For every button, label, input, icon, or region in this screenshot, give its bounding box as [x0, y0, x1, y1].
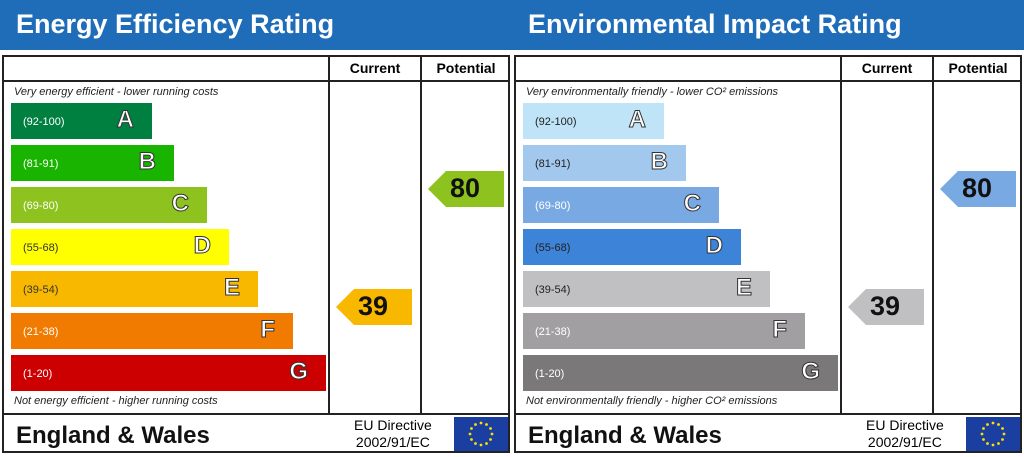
- band-d: (55-68) D: [523, 229, 741, 265]
- band-letter: A: [116, 106, 134, 134]
- band-letter: B: [138, 148, 156, 176]
- band-letter: D: [193, 232, 211, 260]
- rating-table: Current Potential Very environmentally f…: [514, 55, 1022, 453]
- divider: [4, 80, 508, 82]
- panel-title: Environmental Impact Rating: [512, 0, 1024, 50]
- potential-rating-arrow: 80: [428, 171, 504, 207]
- eu-directive: EU Directive 2002/91/EC: [354, 417, 432, 451]
- current-rating-arrow: 39: [336, 289, 412, 325]
- band-letter: F: [772, 316, 788, 344]
- top-note: Very environmentally friendly - lower CO…: [526, 86, 779, 98]
- band-range: (69-80): [535, 200, 571, 212]
- band-range: (55-68): [23, 242, 59, 254]
- band-letter: C: [683, 190, 701, 218]
- band-e: (39-54) E: [523, 271, 770, 307]
- band-range: (1-20): [23, 368, 53, 380]
- eu-flag-icon: [454, 417, 508, 451]
- divider: [840, 57, 842, 413]
- directive-number: 2002/91/EC: [867, 434, 942, 450]
- potential-header: Potential: [436, 60, 496, 76]
- current-header: Current: [349, 60, 401, 76]
- current-rating-value: 39: [358, 291, 389, 321]
- band-range: (55-68): [535, 242, 571, 254]
- divider: [516, 413, 1020, 415]
- band-f: (21-38) F: [11, 313, 293, 349]
- directive-line: EU Directive: [354, 417, 432, 433]
- potential-rating-value: 80: [962, 173, 993, 203]
- band-g: (1-20) G: [11, 355, 326, 391]
- divider: [420, 57, 422, 413]
- potential-rating-value: 80: [450, 173, 481, 203]
- current-rating-arrow: 39: [848, 289, 924, 325]
- directive-number: 2002/91/EC: [355, 434, 430, 450]
- divider: [516, 80, 1020, 82]
- band-g: (1-20) G: [523, 355, 838, 391]
- band-range: (69-80): [23, 200, 59, 212]
- band-range: (39-54): [23, 284, 59, 296]
- band-letter: E: [223, 274, 240, 302]
- top-note: Very energy efficient - lower running co…: [14, 86, 219, 98]
- band-e: (39-54) E: [11, 271, 258, 307]
- band-range: (21-38): [23, 326, 59, 338]
- bottom-note: Not environmentally friendly - higher CO…: [526, 395, 778, 407]
- region-label: England & Wales: [16, 422, 210, 449]
- rating-table: Current Potential Very energy efficient …: [2, 55, 510, 453]
- band-letter: A: [628, 106, 646, 134]
- band-letter: D: [705, 232, 723, 260]
- band-letter: G: [801, 358, 821, 386]
- environmental-panel: Environmental Impact Rating Current Pote…: [512, 0, 1024, 457]
- band-letter: G: [289, 358, 309, 386]
- potential-rating-arrow: 80: [940, 171, 1016, 207]
- band-range: (81-91): [23, 158, 59, 170]
- band-range: (1-20): [535, 368, 565, 380]
- bottom-note: Not energy efficient - higher running co…: [14, 395, 218, 407]
- divider: [932, 57, 934, 413]
- band-range: (39-54): [535, 284, 571, 296]
- band-letter: B: [650, 148, 668, 176]
- band-c: (69-80) C: [11, 187, 207, 223]
- band-range: (21-38): [535, 326, 571, 338]
- potential-header: Potential: [948, 60, 1008, 76]
- directive-line: EU Directive: [866, 417, 944, 433]
- band-letter: F: [260, 316, 276, 344]
- band-a: (92-100) A: [523, 103, 664, 139]
- band-f: (21-38) F: [523, 313, 805, 349]
- band-d: (55-68) D: [11, 229, 229, 265]
- band-letter: C: [171, 190, 189, 218]
- band-c: (69-80) C: [523, 187, 719, 223]
- band-a: (92-100) A: [11, 103, 152, 139]
- region-label: England & Wales: [528, 422, 722, 449]
- panel-title: Energy Efficiency Rating: [0, 0, 512, 50]
- band-b: (81-91) B: [11, 145, 174, 181]
- band-letter: E: [735, 274, 752, 302]
- band-range: (92-100): [535, 116, 577, 128]
- divider: [4, 413, 508, 415]
- band-range: (92-100): [23, 116, 65, 128]
- energy-panel: Energy Efficiency Rating Current Potenti…: [0, 0, 512, 453]
- eu-directive: EU Directive 2002/91/EC: [866, 417, 944, 451]
- band-range: (81-91): [535, 158, 571, 170]
- eu-flag-icon: [966, 417, 1020, 451]
- current-header: Current: [861, 60, 913, 76]
- current-rating-value: 39: [870, 291, 901, 321]
- band-b: (81-91) B: [523, 145, 686, 181]
- divider: [328, 57, 330, 413]
